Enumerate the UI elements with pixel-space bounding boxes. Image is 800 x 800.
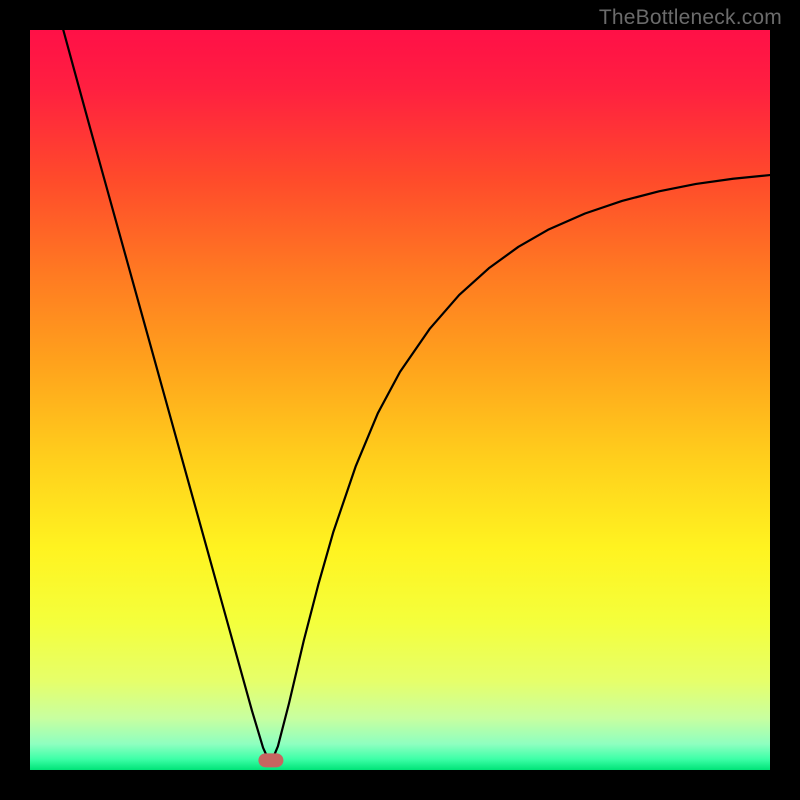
plot-area — [30, 30, 770, 770]
curve-layer — [30, 30, 770, 770]
watermark-text: TheBottleneck.com — [599, 6, 782, 30]
vertex-marker — [258, 754, 283, 767]
bottleneck-curve — [63, 30, 770, 764]
